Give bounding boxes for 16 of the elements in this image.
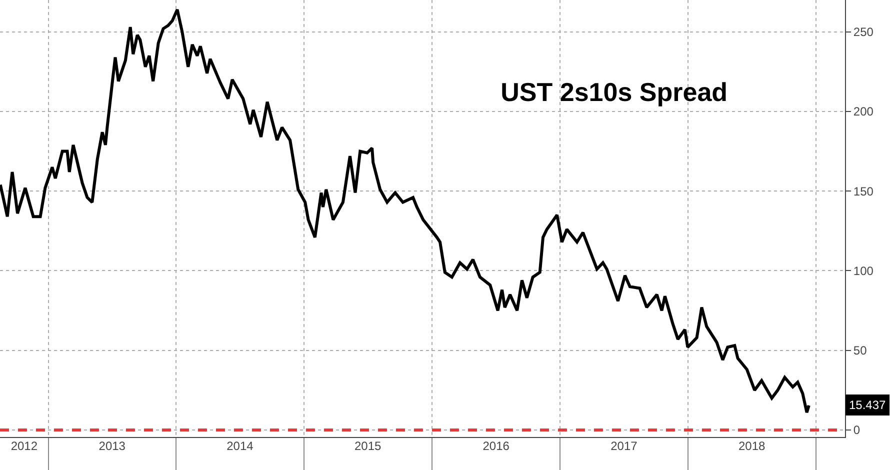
x-tick-label: 2014 — [226, 439, 254, 453]
x-tick-label: 2013 — [98, 439, 126, 453]
y-tick-label: 250 — [853, 25, 874, 40]
text: UST 2s10s Spread — [500, 76, 728, 107]
y-tick-label: 150 — [853, 184, 874, 198]
line-series — [0, 8, 810, 414]
y-tick-label: 100 — [853, 264, 874, 278]
x-tick-label: 2012 — [10, 439, 38, 453]
y-tick-label: 0 — [853, 423, 860, 438]
x-tick-label: 2017 — [610, 439, 638, 453]
annotation: 15.437 — [849, 398, 886, 412]
x-tick-label: 2015 — [354, 439, 382, 453]
x-tick-label: 2016 — [482, 439, 510, 453]
y-tick-label: 50 — [853, 344, 868, 358]
y-tick-label: 200 — [853, 104, 874, 119]
x-tick-label: 2018 — [738, 439, 766, 453]
